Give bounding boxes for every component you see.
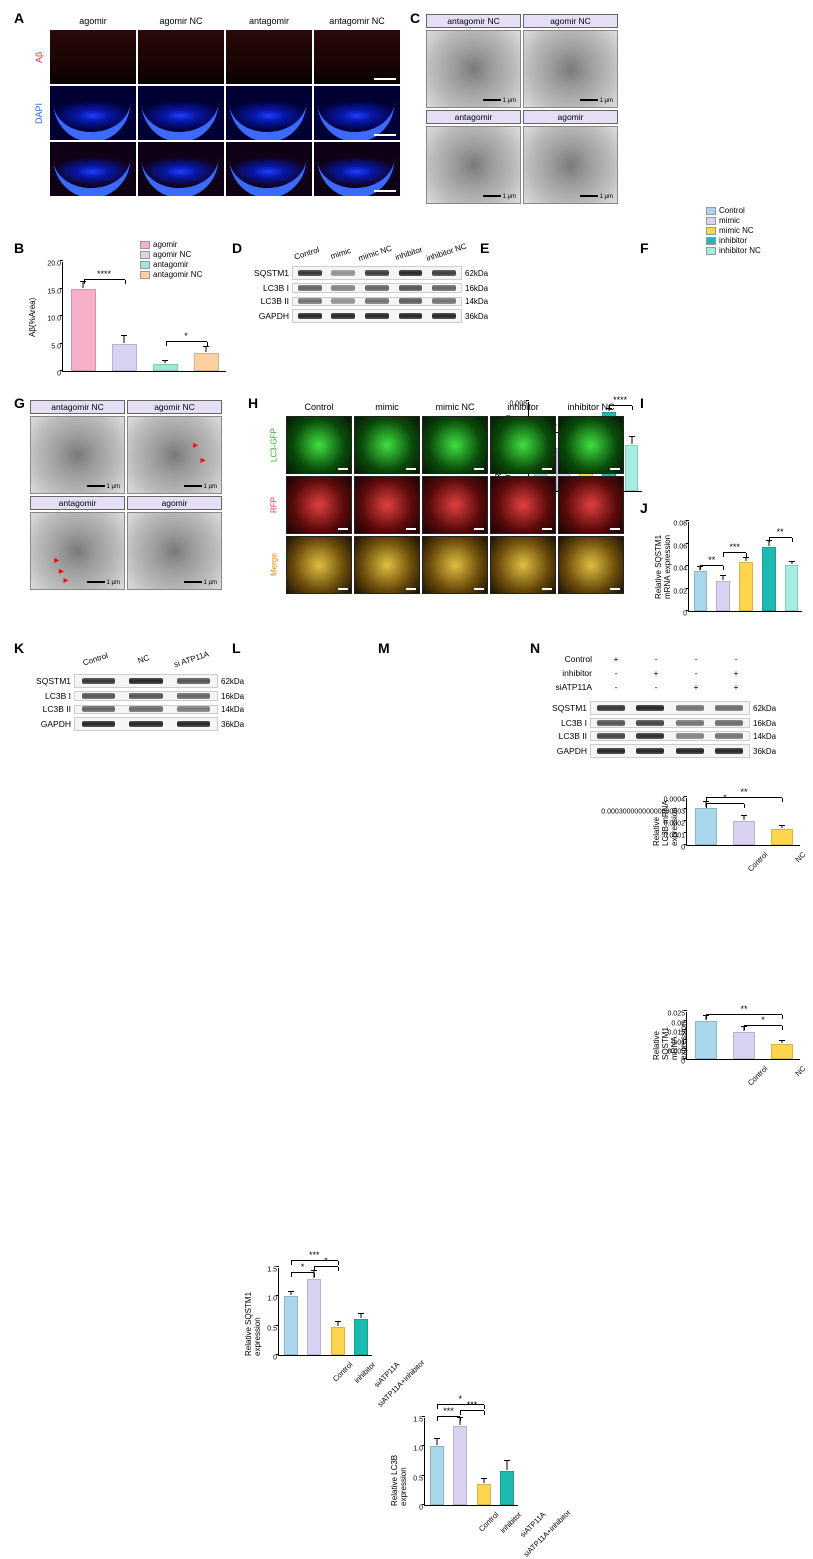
panel-d: Controlmimicmimic NCinhibitorinhibitor N… <box>248 254 488 323</box>
panel-c: antagomir NCagomir NC 1 μm 1 μmantagomir… <box>426 14 618 204</box>
panel-j-chart: 00.0050.010.0150.020.025***Relative SQST… <box>654 994 804 1104</box>
panel-i-label: I <box>640 395 644 411</box>
panel-b-chart: agomiragomir NCantagomirantagomir NC05.0… <box>30 244 230 384</box>
panel-g: antagomir NCagomir NC 1 μm 1 μm▸▸antagom… <box>30 400 222 590</box>
panel-c-label: C <box>410 10 420 26</box>
panel-a-label: A <box>14 10 24 26</box>
panel-n: Control+---inhibitor-+-+siATP11A--++SQST… <box>546 654 776 758</box>
panel-n-label: N <box>530 640 540 656</box>
panel-l-chart: 00.51.01.5*****Relative SQSTM1 expressio… <box>246 1250 376 1400</box>
panel-l-label: L <box>232 640 241 656</box>
legend-ef: Controlmimicmimic NCinhibitorinhibitor N… <box>706 206 761 256</box>
panel-d-label: D <box>232 240 242 256</box>
panel-f-label: F <box>640 240 649 256</box>
panel-b-label: B <box>14 240 24 256</box>
panel-m-label: M <box>378 640 390 656</box>
panel-g-label: G <box>14 395 25 411</box>
panel-k: ControlNCsi ATP11ASQSTM162kDaLC3B I16kDa… <box>30 662 244 731</box>
panel-a: agomiragomir NCantagomirantagomir NCAβDA… <box>30 14 400 196</box>
panel-h: Controlmimicmimic NCinhibitorinhibitor N… <box>264 400 624 594</box>
panel-h-label: H <box>248 395 258 411</box>
panel-f-chart: 00.020.040.060.08*******Relative SQSTM1m… <box>656 504 806 624</box>
panel-e-label: E <box>480 240 489 256</box>
panel-i-chart: 00.00010.00020.000300000000000000030.000… <box>654 780 804 890</box>
panel-m-chart: 00.51.01.5*******Relative LC3B expressio… <box>392 1400 522 1550</box>
panel-k-label: K <box>14 640 24 656</box>
panel-j-label: J <box>640 500 648 516</box>
